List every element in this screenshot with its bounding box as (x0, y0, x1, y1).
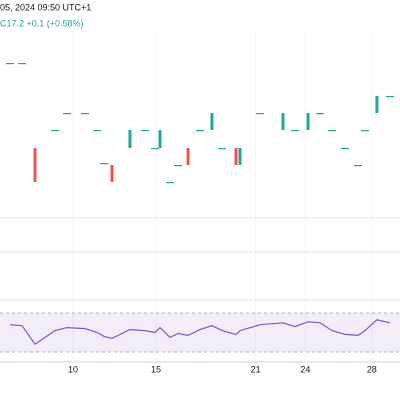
candle (256, 113, 265, 115)
x-tick-label: 28 (367, 364, 377, 374)
candle (100, 163, 109, 165)
candle (386, 96, 395, 98)
candle (158, 130, 162, 148)
x-tick-label: 21 (251, 364, 261, 374)
candle (354, 165, 363, 167)
candle (128, 130, 132, 148)
candle (281, 113, 285, 130)
candle (375, 96, 379, 113)
candle (238, 148, 242, 165)
candle (51, 130, 60, 132)
candle (327, 130, 336, 132)
candle (63, 113, 72, 115)
candle (218, 148, 227, 150)
header-quote: C17.2 +0.1 (+0.58%) (0, 18, 84, 28)
candle (93, 130, 102, 132)
candle (316, 113, 324, 115)
candle (141, 130, 150, 132)
candle (33, 148, 37, 182)
candle (234, 148, 238, 165)
candle (196, 130, 204, 132)
header-date: 05, 2024 09:50 UTC+1 (0, 2, 91, 12)
candle (5, 63, 14, 65)
x-tick-label: 24 (300, 364, 310, 374)
candle (174, 165, 183, 167)
candle (360, 130, 369, 132)
candle (306, 113, 310, 130)
candle (341, 148, 350, 150)
x-tick-label: 15 (151, 364, 161, 374)
candle (18, 63, 27, 65)
candle (186, 148, 190, 165)
candle (210, 113, 214, 130)
candle (110, 165, 114, 182)
candle (290, 130, 299, 132)
rsi-band (0, 313, 400, 352)
x-tick-label: 10 (68, 364, 78, 374)
rsi-line (9, 319, 391, 346)
candle (165, 182, 174, 184)
candle (151, 148, 160, 150)
candle (80, 113, 89, 115)
